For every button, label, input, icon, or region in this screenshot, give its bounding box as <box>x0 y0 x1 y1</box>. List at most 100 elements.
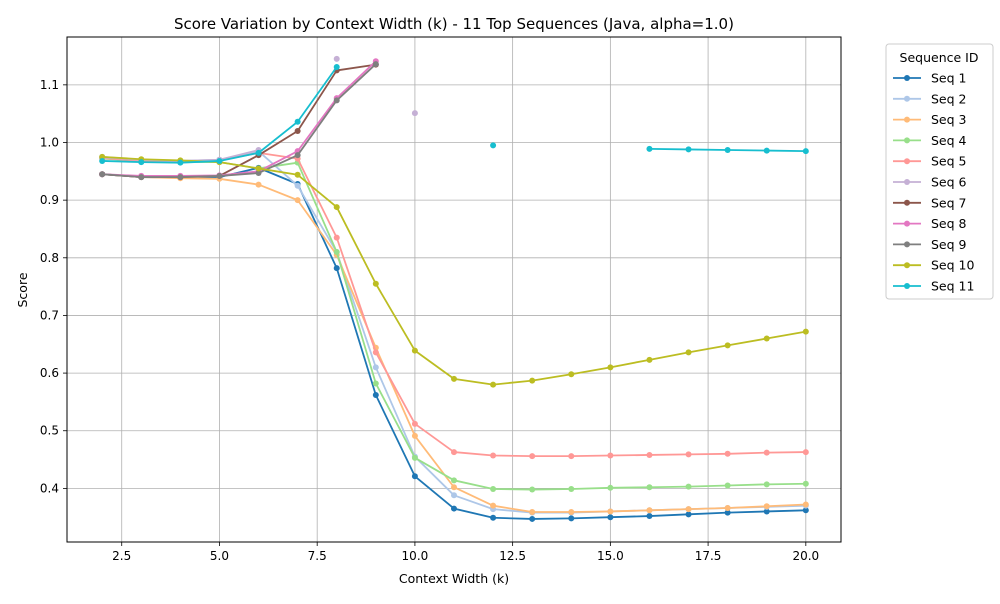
legend-item: Seq 1 <box>893 71 967 86</box>
data-point <box>451 477 457 484</box>
data-point <box>451 484 457 491</box>
data-point <box>568 453 575 460</box>
data-point <box>451 449 457 456</box>
data-point <box>138 174 145 181</box>
legend-label: Seq 2 <box>931 91 967 106</box>
data-point <box>802 328 809 335</box>
data-point <box>411 110 418 117</box>
y-tick-label: 1.1 <box>40 78 59 92</box>
x-tick-label: 15.0 <box>597 549 624 563</box>
data-point <box>763 508 770 515</box>
data-point <box>529 509 536 516</box>
data-point <box>607 508 614 515</box>
data-point <box>255 149 262 156</box>
data-point <box>294 197 301 204</box>
data-point <box>529 486 536 493</box>
data-point <box>372 380 379 387</box>
data-point <box>529 515 536 522</box>
data-point <box>724 450 731 457</box>
plot-frame <box>66 36 842 543</box>
data-point <box>529 377 536 384</box>
legend-label: Seq 3 <box>931 112 967 127</box>
data-point <box>99 171 106 178</box>
data-point <box>490 502 497 509</box>
legend-item: Seq 11 <box>893 279 974 294</box>
data-point <box>451 492 457 499</box>
data-point <box>607 514 614 521</box>
data-point <box>333 63 340 70</box>
legend-marker <box>904 137 910 144</box>
data-point <box>802 507 809 514</box>
data-point <box>411 473 418 480</box>
data-point <box>294 171 301 178</box>
data-point <box>333 234 340 241</box>
data-point <box>529 453 536 460</box>
x-tick-label: 7.5 <box>308 549 327 563</box>
data-point <box>490 485 497 492</box>
data-point <box>372 280 379 287</box>
data-point <box>372 349 379 356</box>
y-tick-label: 0.5 <box>40 424 59 438</box>
data-point <box>724 504 731 511</box>
series-layer <box>99 55 809 522</box>
data-point <box>763 503 770 510</box>
legend-box <box>885 43 994 300</box>
data-point <box>333 204 340 211</box>
y-tick-label: 0.8 <box>40 251 59 265</box>
data-point <box>255 170 262 177</box>
data-point <box>294 127 301 134</box>
legend-label: Seq 10 <box>931 258 974 273</box>
data-point <box>255 165 262 172</box>
data-point <box>294 182 301 189</box>
x-tick-label: 12.5 <box>499 549 526 563</box>
data-point <box>763 481 770 488</box>
series-line <box>102 60 377 177</box>
y-tick-label: 1.0 <box>40 135 59 149</box>
legend-item: Seq 10 <box>893 258 974 273</box>
legend-marker <box>904 179 910 185</box>
y-axis: 0.4 0.5 0.6 0.7 0.8 0.9 1.0 1.1 <box>40 78 67 495</box>
data-point <box>763 449 770 456</box>
data-point <box>294 152 301 159</box>
data-point <box>372 364 379 371</box>
x-axis-label: Context Width (k) <box>399 571 509 586</box>
data-point <box>646 484 653 491</box>
data-point <box>607 364 614 371</box>
x-tick-label: 2.5 <box>112 549 131 563</box>
data-point <box>490 381 497 388</box>
legend-marker <box>904 158 910 165</box>
data-point <box>685 146 692 153</box>
data-point <box>177 159 184 166</box>
data-point <box>763 335 770 342</box>
data-point <box>99 157 106 164</box>
legend-item: Seq 7 <box>893 195 967 210</box>
data-point <box>685 506 692 513</box>
series-line <box>102 63 377 178</box>
data-point <box>294 118 301 125</box>
data-point <box>490 142 497 149</box>
data-point <box>724 509 731 516</box>
legend-marker <box>904 95 910 102</box>
data-point <box>802 148 809 155</box>
legend-item: Seq 2 <box>893 91 967 106</box>
x-tick-label: 10.0 <box>402 549 429 563</box>
data-point <box>333 265 340 272</box>
data-point <box>372 391 379 398</box>
x-tick-label: 20.0 <box>792 549 819 563</box>
data-point <box>685 483 692 490</box>
data-point <box>802 480 809 487</box>
legend-marker <box>904 241 910 248</box>
y-axis-label: Score <box>15 272 30 307</box>
data-point <box>607 452 614 459</box>
legend-items: Seq 1 Seq 2 Seq 3 Seq 4 Seq 5 Seq 6 Seq 7 Seq 8… <box>893 71 974 294</box>
x-tick-label: 5.0 <box>210 549 229 563</box>
legend-item: Seq 8 <box>893 216 967 231</box>
data-point <box>372 61 379 68</box>
legend-marker <box>904 220 910 227</box>
legend-marker <box>904 283 910 289</box>
data-point <box>802 501 809 508</box>
chart-title: Score Variation by Context Width (k) - 1… <box>174 15 734 33</box>
legend-marker <box>904 199 910 206</box>
